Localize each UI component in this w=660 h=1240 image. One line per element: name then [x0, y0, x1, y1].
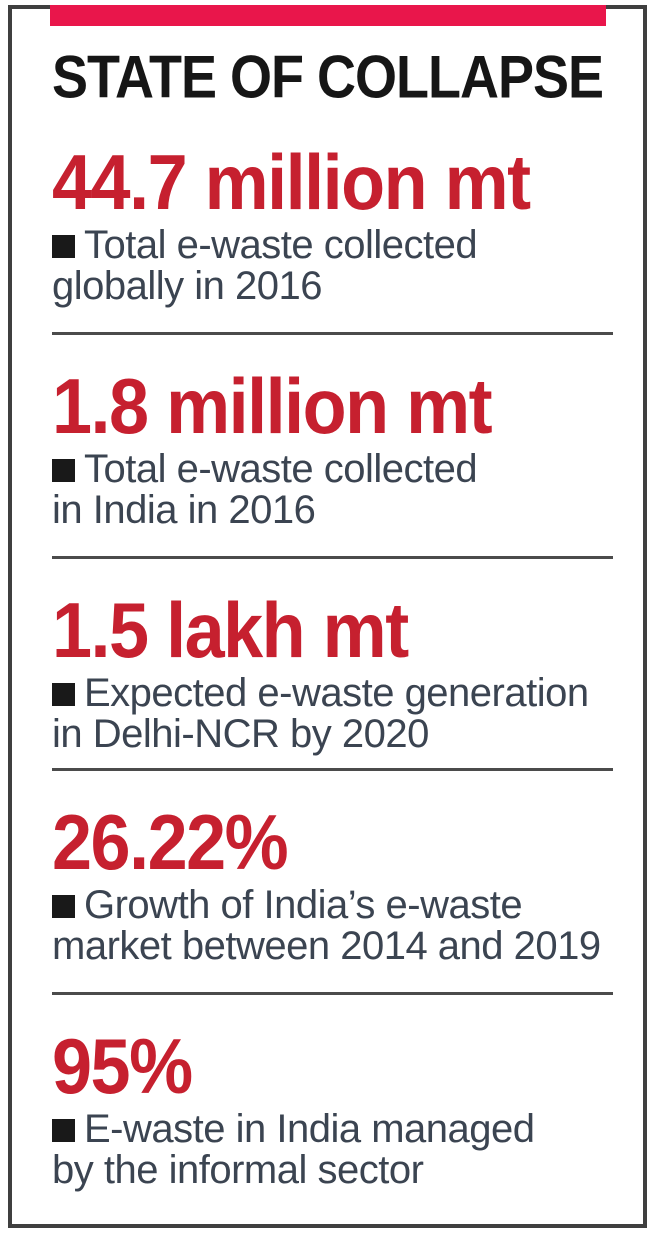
stat-desc-line: Expected e-waste generation: [84, 671, 589, 715]
bullet-square-icon: [52, 235, 75, 258]
section-divider: [52, 556, 613, 559]
stat-desc-line: Total e-waste collected: [84, 447, 478, 491]
stat-desc-line: globally in 2016: [52, 264, 323, 308]
section-divider: [52, 768, 613, 771]
stat-desc-line: market between 2014 and 2019: [52, 924, 601, 968]
stat-description: Growth of India’s e-waste market between…: [52, 885, 613, 967]
stat-description: Expected e-waste generation in Delhi-NCR…: [52, 673, 613, 755]
section-divider: [52, 332, 613, 335]
stat-value: 1.5 lakh mt: [52, 587, 409, 675]
stat-desc-line: by the informal sector: [52, 1148, 424, 1192]
stat-block-india-ewaste: 1.8 million mt Total e-waste collected i…: [52, 363, 613, 531]
stat-description: Total e-waste collected in India in 2016: [52, 449, 613, 531]
section-divider: [52, 992, 613, 995]
stat-value: 95%: [52, 1023, 193, 1111]
bullet-square-icon: [52, 683, 75, 706]
stat-desc-line: in Delhi-NCR by 2020: [52, 712, 429, 756]
page-title: STATE OF COLLAPSE: [52, 43, 604, 111]
stat-desc-line: Growth of India’s e-waste: [84, 883, 523, 927]
stat-desc-line: E-waste in India managed: [84, 1107, 535, 1151]
stat-desc-line: in India in 2016: [52, 488, 316, 532]
stat-block-delhi-ncr: 1.5 lakh mt Expected e-waste generation …: [52, 587, 613, 755]
stat-block-market-growth: 26.22% Growth of India’s e-waste market …: [52, 799, 613, 967]
bullet-square-icon: [52, 895, 75, 918]
stat-value: 26.22%: [52, 799, 289, 887]
stat-block-global-ewaste: 44.7 million mt Total e-waste collected …: [52, 139, 613, 307]
stat-block-informal-sector: 95% E-waste in India managed by the info…: [52, 1023, 613, 1191]
stat-value: 1.8 million mt: [52, 363, 493, 451]
stat-desc-line: Total e-waste collected: [84, 223, 478, 267]
bullet-square-icon: [52, 1119, 75, 1142]
stat-description: Total e-waste collected globally in 2016: [52, 225, 613, 307]
stat-description: E-waste in India managed by the informal…: [52, 1109, 613, 1191]
panel-border: [8, 5, 647, 1228]
stat-value: 44.7 million mt: [52, 139, 531, 227]
bullet-square-icon: [52, 459, 75, 482]
panel-content: STATE OF COLLAPSE 44.7 million mt Total …: [52, 0, 613, 1191]
top-accent-bar: [50, 5, 606, 26]
